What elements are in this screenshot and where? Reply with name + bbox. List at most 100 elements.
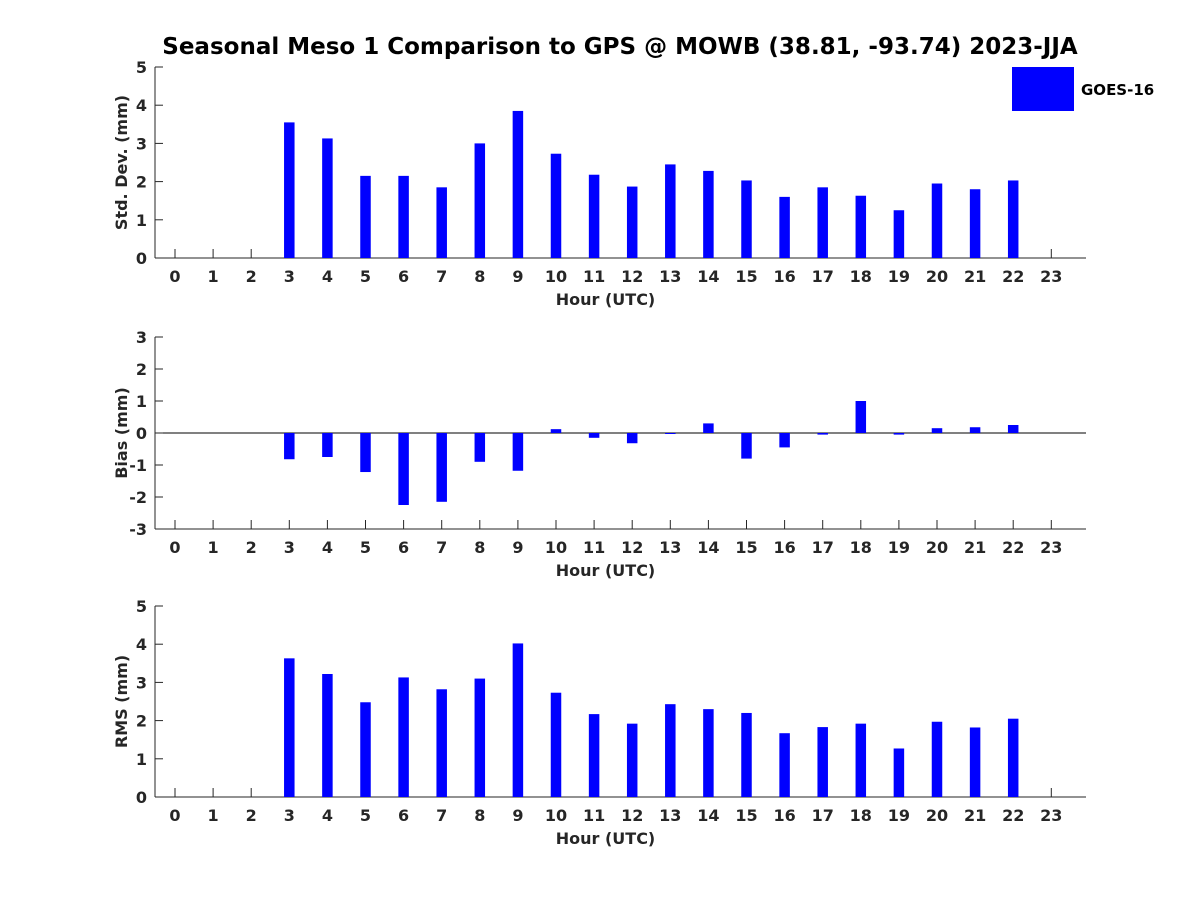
x-tick-label: 16 [773,806,795,825]
x-tick-label: 10 [545,538,567,557]
x-tick-label: 4 [322,538,333,557]
x-tick-label: 8 [474,267,485,286]
bar-hour-16 [779,196,790,258]
x-tick-label: 10 [545,267,567,286]
x-tick-label: 3 [284,538,295,557]
x-tick-label: 7 [436,267,447,286]
bar-hour-16 [779,433,790,448]
bar-hour-12 [626,186,638,258]
bar-hour-20 [931,721,943,797]
bar-hour-10 [550,153,562,258]
bar-hour-11 [588,174,600,258]
x-tick-label: 14 [697,806,719,825]
x-tick-label: 17 [812,267,834,286]
x-tick-label: 6 [398,267,409,286]
x-tick-label: 11 [583,806,605,825]
bar-hour-9 [512,433,524,471]
bar-hour-15 [741,180,752,258]
y-tick-label: 4 [136,635,147,654]
y-axis-label: RMS (mm) [112,655,131,748]
bar-hour-13 [665,704,676,797]
bar-hour-12 [626,433,638,444]
x-tick-label: 8 [474,806,485,825]
x-tick-label: 18 [850,267,872,286]
x-tick-label: 23 [1040,806,1062,825]
x-tick-label: 2 [246,538,257,557]
x-tick-label: 3 [284,267,295,286]
bar-hour-8 [474,433,486,462]
bar-hour-6 [398,175,409,258]
bar-hour-20 [931,428,943,433]
y-tick-label: 1 [136,211,147,230]
bar-hour-21 [969,189,981,258]
bar-hour-9 [512,643,524,797]
x-tick-label: 15 [735,538,757,557]
x-tick-label: 15 [735,806,757,825]
y-tick-label: -1 [129,456,147,475]
bar-hour-21 [969,427,981,433]
chart-title: Seasonal Meso 1 Comparison to GPS @ MOWB… [162,34,1078,60]
y-tick-label: 5 [136,58,147,77]
bar-hour-16 [779,733,790,797]
x-tick-label: 7 [436,538,447,557]
x-tick-label: 20 [926,538,948,557]
x-tick-label: 18 [850,806,872,825]
y-tick-label: 0 [136,424,147,443]
bar-hour-8 [474,143,486,258]
x-tick-label: 2 [246,267,257,286]
x-tick-label: 20 [926,806,948,825]
x-tick-label: 6 [398,806,409,825]
bar-hour-15 [741,433,752,459]
bar-hour-6 [398,433,409,505]
x-tick-label: 22 [1002,267,1024,286]
bar-hour-14 [703,423,714,433]
x-tick-label: 4 [322,267,333,286]
x-tick-label: 11 [583,538,605,557]
y-tick-label: 3 [136,673,147,692]
x-tick-label: 19 [888,806,910,825]
bar-hour-18 [855,401,867,433]
x-tick-label: 20 [926,267,948,286]
x-tick-label: 12 [621,806,643,825]
bar-hour-13 [665,433,676,434]
x-tick-label: 13 [659,806,681,825]
bar-hour-3 [284,122,295,258]
y-tick-label: 3 [136,134,147,153]
bar-hour-17 [817,187,828,258]
legend-swatch [1012,67,1074,111]
x-tick-label: 6 [398,538,409,557]
bar-hour-5 [360,433,371,473]
x-tick-label: 4 [322,806,333,825]
y-axis-label: Std. Dev. (mm) [112,95,131,230]
bar-hour-14 [703,709,714,797]
x-tick-label: 9 [512,538,523,557]
x-tick-label: 18 [850,538,872,557]
y-tick-label: 0 [136,249,147,268]
x-tick-label: 0 [169,267,180,286]
y-tick-label: 4 [136,96,147,115]
x-tick-label: 17 [812,538,834,557]
legend-label: GOES-16 [1081,81,1154,99]
bar-hour-7 [436,689,447,797]
x-tick-label: 16 [773,538,795,557]
bar-hour-8 [474,678,486,797]
x-tick-label: 12 [621,538,643,557]
x-tick-label: 1 [208,806,219,825]
x-axis-label: Hour (UTC) [556,561,656,580]
bar-hour-20 [931,183,943,258]
bar-hour-17 [817,433,828,435]
x-tick-label: 11 [583,267,605,286]
x-tick-label: 23 [1040,267,1062,286]
bar-hour-19 [893,748,905,797]
x-tick-label: 8 [474,538,485,557]
legend: GOES-16 [1012,67,1154,111]
bar-hour-13 [665,164,676,258]
x-tick-label: 19 [888,267,910,286]
x-tick-label: 12 [621,267,643,286]
bar-hour-4 [322,138,333,258]
bar-hour-6 [398,677,409,797]
x-tick-label: 1 [208,538,219,557]
